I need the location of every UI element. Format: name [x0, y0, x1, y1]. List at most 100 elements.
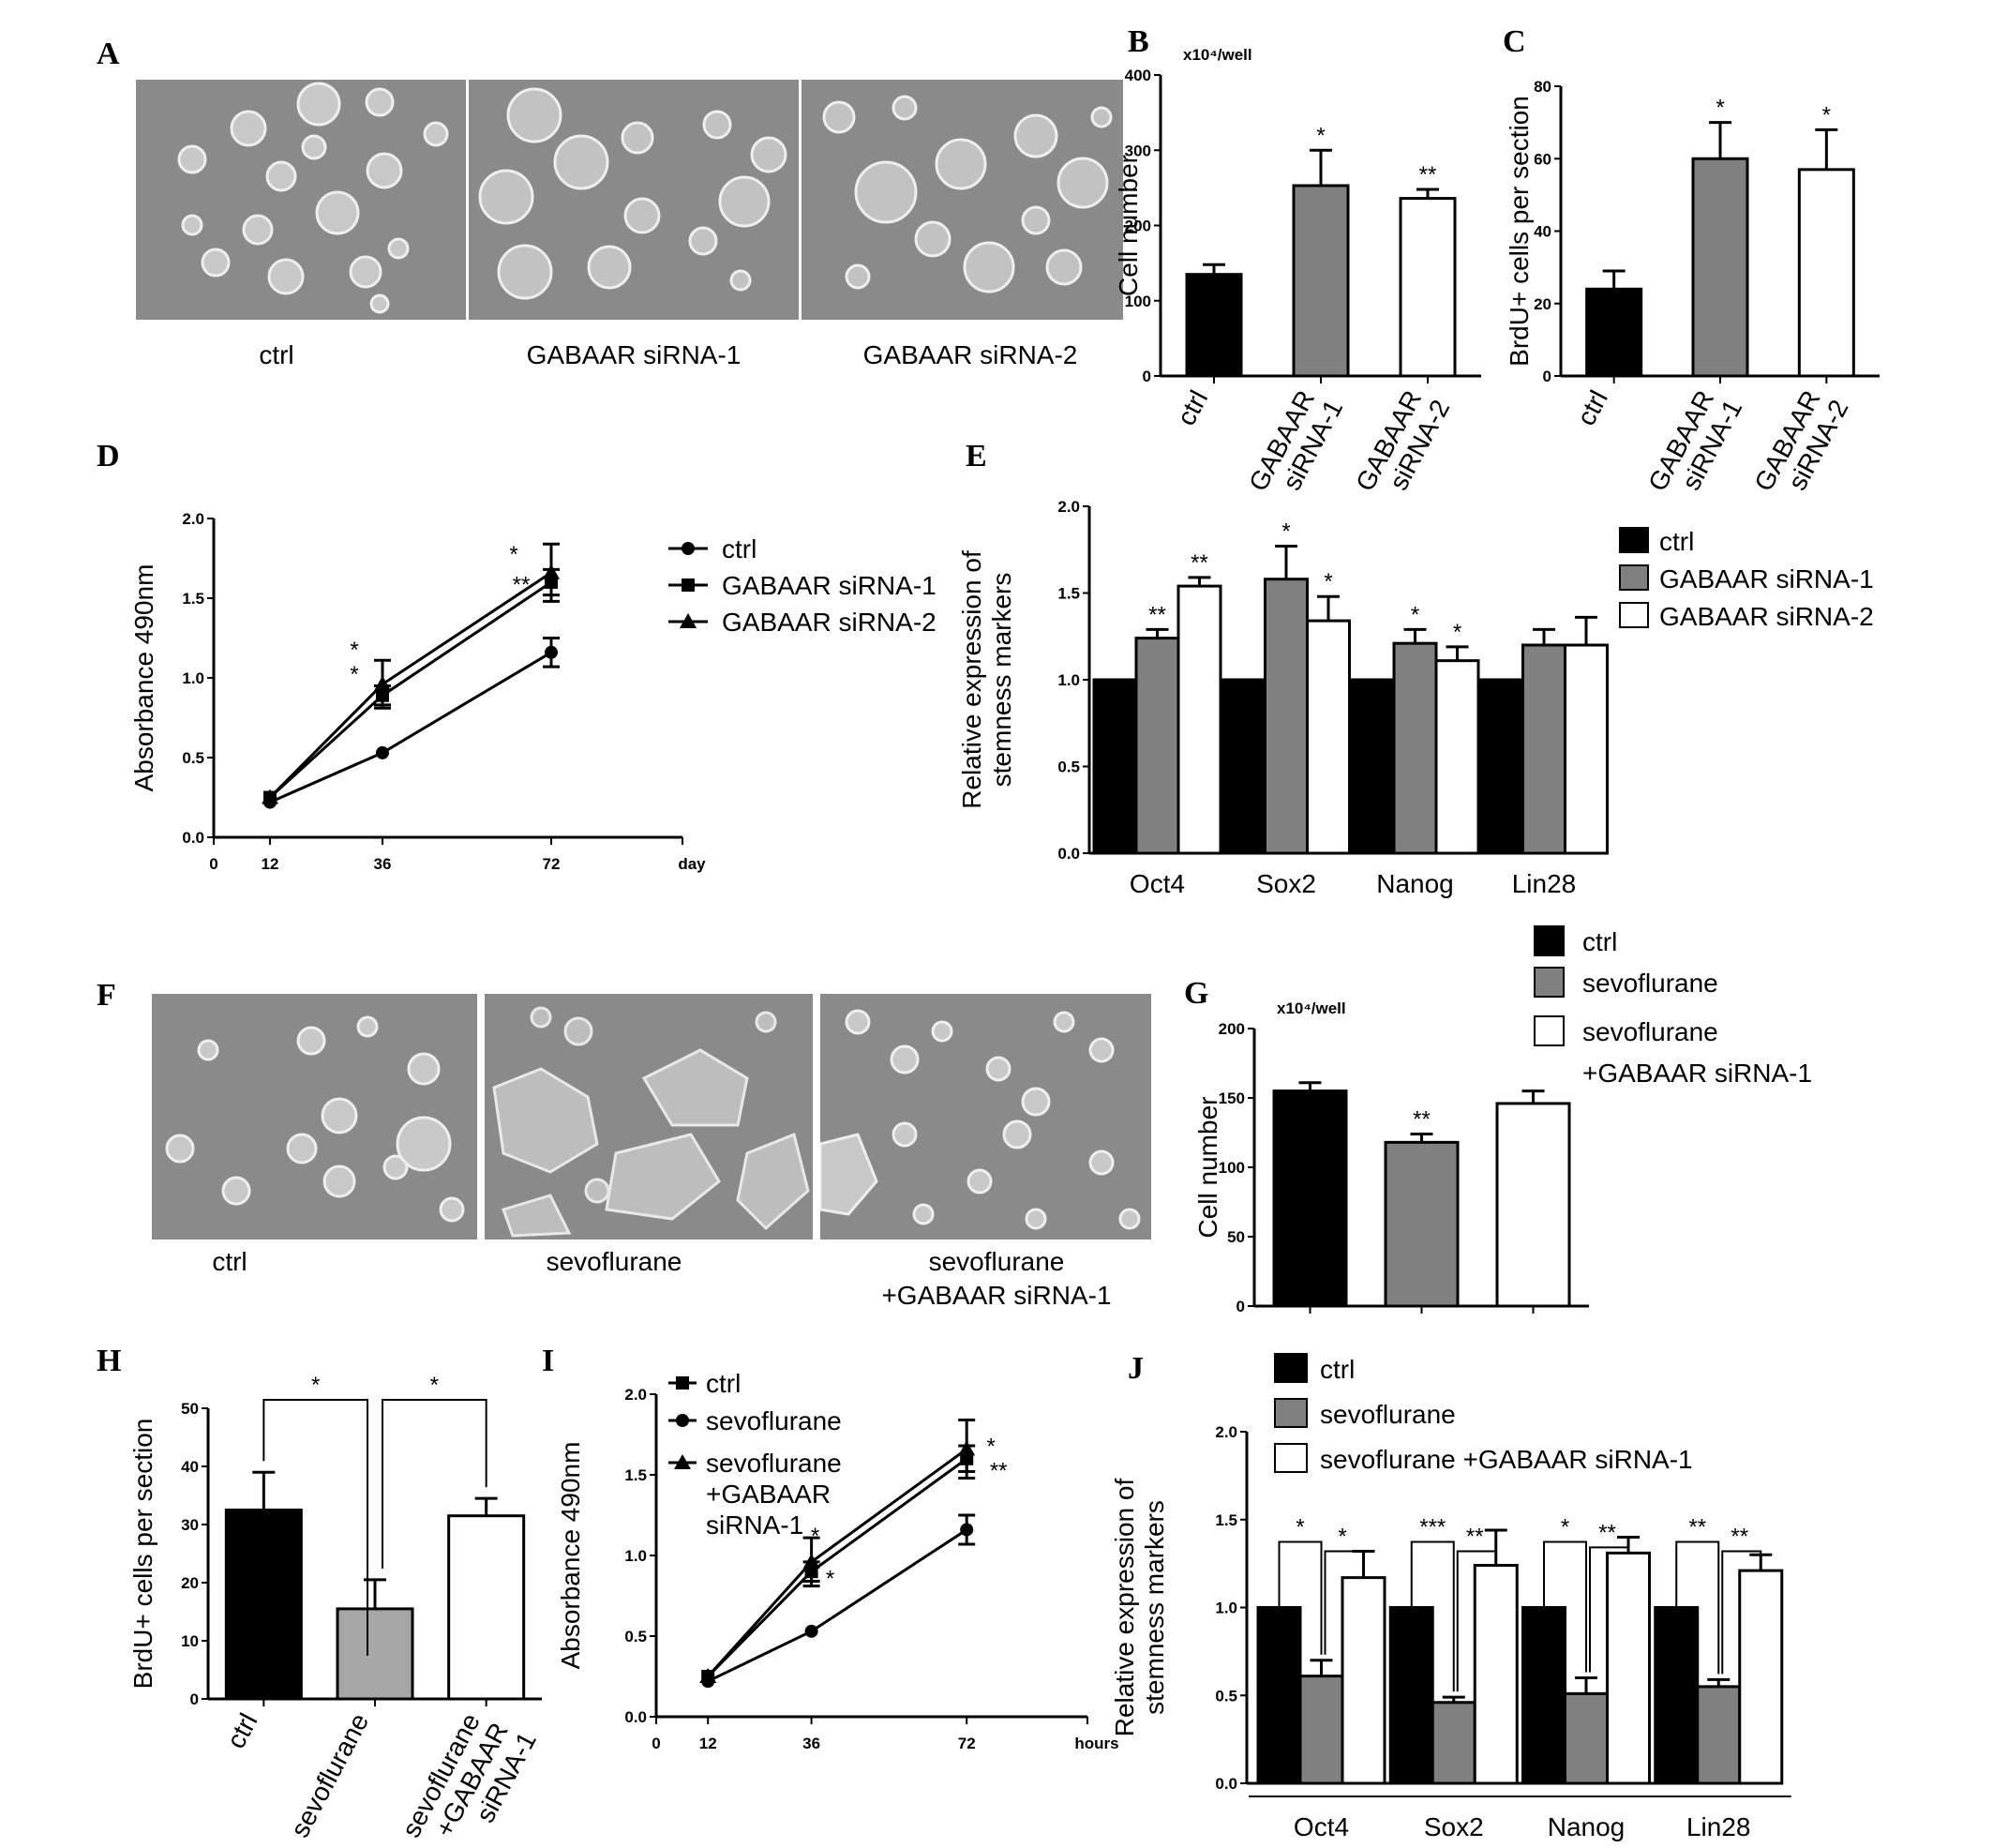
caption-a-sirna2: GABAAR siRNA-2 [863, 340, 1078, 369]
panel-letter-G: G [1184, 976, 1208, 1011]
y-tick-label-H: 0 [190, 1690, 199, 1708]
x-tick-label-E-2: Nanog [1376, 869, 1454, 898]
bracket-star-J-3-a: ** [1688, 1515, 1706, 1540]
bar-J-3-2 [1738, 1569, 1784, 1785]
point-I-2-2 [958, 1440, 976, 1456]
y-tick-label-H: 40 [181, 1458, 199, 1476]
y-axis-label-J: stemness markers [1140, 1500, 1169, 1715]
y-tick-label-C: 20 [1534, 295, 1551, 313]
y-tick-label-B: 300 [1125, 142, 1151, 159]
y-tick-label-G: 150 [1219, 1089, 1245, 1107]
x-tick-label-I: 0 [652, 1735, 660, 1752]
bar-J-1-1 [1431, 1701, 1476, 1785]
panel-letter-I: I [542, 1344, 554, 1378]
y-tick-label-C: 80 [1534, 78, 1551, 96]
bar-J-2-2 [1606, 1551, 1651, 1785]
bracket-J-2-a [1543, 1540, 1587, 1673]
y-tick-label-H: 30 [181, 1516, 199, 1534]
legend-label-E-2: GABAAR siRNA-2 [1659, 602, 1874, 631]
significance-I-3: ** [990, 1459, 1008, 1484]
bracket-star-H-0: * [311, 1373, 320, 1398]
bracket-H-0 [262, 1399, 368, 1656]
y-tick-label-B: 0 [1143, 368, 1151, 385]
caption-a-ctrl: ctrl [259, 340, 293, 369]
panel-letter-D: D [97, 439, 120, 473]
significance-I-2: * [987, 1435, 996, 1460]
bar-J-0-0 [1256, 1606, 1302, 1785]
y-tick-label-I: 1.0 [624, 1547, 647, 1565]
legend-swatch-G-2 [1534, 1015, 1565, 1046]
significance-D-0b: * [350, 662, 358, 687]
bracket-J-1-b [1456, 1550, 1497, 1692]
y-tick-label-B: 100 [1125, 293, 1151, 310]
x-tick-label-E-1: Sox2 [1256, 869, 1316, 898]
bar-G-2 [1495, 1102, 1571, 1308]
caption-f-sevo: sevoflurane [547, 1247, 682, 1276]
legend-label-D-0: ctrl [722, 534, 757, 563]
y-tick-label-D: 0.5 [182, 749, 204, 767]
significance-I-1: * [826, 1567, 834, 1592]
significance-E-1-2: * [1324, 569, 1332, 594]
micrograph-sevo-sirna-f [820, 994, 1151, 1240]
bar-E-0-1 [1134, 637, 1180, 855]
bracket-star-H-1: * [430, 1373, 439, 1398]
legend-label-E-1: GABAAR siRNA-1 [1659, 564, 1874, 593]
bar-E-2-2 [1434, 659, 1480, 855]
bar-E-0-0 [1092, 678, 1138, 855]
bracket-J-2-b [1589, 1546, 1629, 1673]
y-tick-label-J: 2.0 [1215, 1423, 1237, 1441]
unit-note-B: x10⁴/well [1183, 46, 1252, 64]
legend-label-J-1: sevoflurane [1320, 1400, 1456, 1429]
significance-B-1: * [1316, 123, 1325, 148]
x-axis-label-D: day [678, 855, 706, 873]
point-I-2-0 [699, 1668, 717, 1683]
y-axis-label-G: Cell number [1193, 1097, 1222, 1239]
legend-label-I-2: siRNA-1 [706, 1510, 803, 1540]
bar-J-1-2 [1473, 1564, 1519, 1785]
legend-swatch-J-1 [1274, 1398, 1308, 1428]
panel-letter-E: E [966, 439, 987, 473]
bar-G-0 [1272, 1089, 1348, 1308]
y-axis-label-E: Relative expression of [957, 550, 986, 809]
y-axis-label-H: BrdU+ cells per section [128, 1419, 157, 1690]
bar-J-0-1 [1298, 1675, 1344, 1785]
y-tick-label-H: 50 [181, 1400, 199, 1418]
y-tick-label-G: 200 [1219, 1020, 1245, 1038]
x-tick-label-D: 12 [262, 855, 279, 873]
x-axis-label-I: hours [1074, 1735, 1118, 1752]
bar-J-2-0 [1521, 1606, 1566, 1785]
legend-marker-D-1 [682, 578, 695, 592]
bar-J-1-0 [1388, 1606, 1434, 1785]
x-tick-label-E-0: Oct4 [1130, 869, 1185, 898]
bracket-J-3-a [1675, 1540, 1720, 1675]
y-tick-label-I: 1.5 [624, 1466, 647, 1484]
y-tick-label-I: 0.0 [624, 1708, 647, 1726]
y-axis-label-E: stemness markers [987, 573, 1016, 788]
x-tick-label-D: 72 [543, 855, 561, 873]
point-D-0-2 [545, 645, 558, 659]
x-tick-label-H-1: sevoflurane [285, 1708, 374, 1841]
bracket-star-J-0-a: * [1296, 1515, 1304, 1540]
panel-letter-B: B [1128, 24, 1149, 59]
y-tick-label-E: 1.5 [1057, 585, 1080, 603]
significance-E-1-1: * [1281, 519, 1290, 545]
y-tick-label-D: 1.5 [182, 590, 204, 608]
legend-label-I-2: sevoflurane [706, 1449, 842, 1478]
y-tick-label-E: 1.0 [1057, 671, 1080, 689]
y-tick-label-B: 200 [1125, 218, 1151, 235]
legend-swatch-G-1 [1534, 967, 1565, 998]
bar-G-1 [1384, 1140, 1460, 1308]
y-axis-label-B: Cell number [1114, 155, 1143, 296]
significance-G-1: ** [1413, 1106, 1431, 1132]
caption-f-sevo-sirna-line1: sevoflurane [929, 1247, 1065, 1276]
micrograph-sevo-f [485, 994, 813, 1240]
bracket-J-1-a [1410, 1540, 1455, 1692]
legend-marker-I-0 [676, 1376, 689, 1390]
y-tick-label-E: 0.5 [1057, 759, 1080, 776]
micrograph-sirna2-a [802, 80, 1123, 320]
y-tick-label-D: 2.0 [182, 510, 204, 528]
x-tick-label-I: 12 [699, 1735, 717, 1752]
point-D-2-2 [543, 563, 560, 579]
legend-swatch-E-1 [1619, 564, 1649, 591]
legend-label-G-1: sevoflurane [1582, 969, 1718, 998]
